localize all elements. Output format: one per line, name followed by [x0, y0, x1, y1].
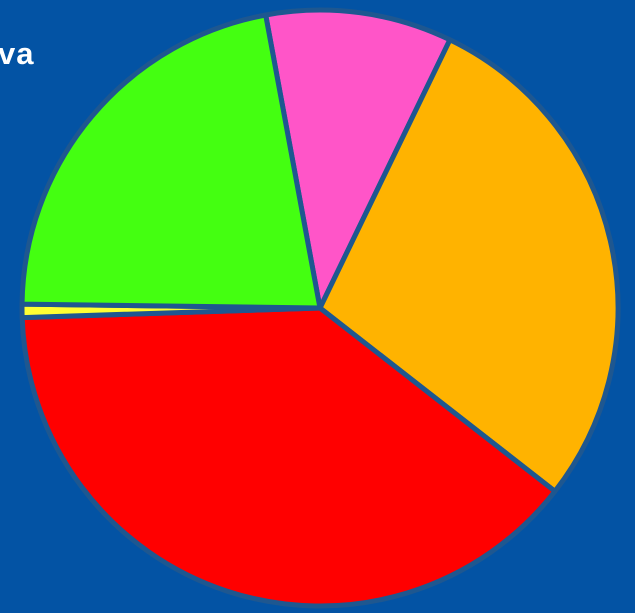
pie-slice-2: [317, 37, 621, 494]
pie-slice-3: [19, 305, 558, 609]
pie-slice-5: [19, 12, 323, 311]
chart-title: va: [0, 36, 35, 71]
pie-slices: [19, 7, 621, 609]
pie-slice-1: [263, 7, 453, 311]
